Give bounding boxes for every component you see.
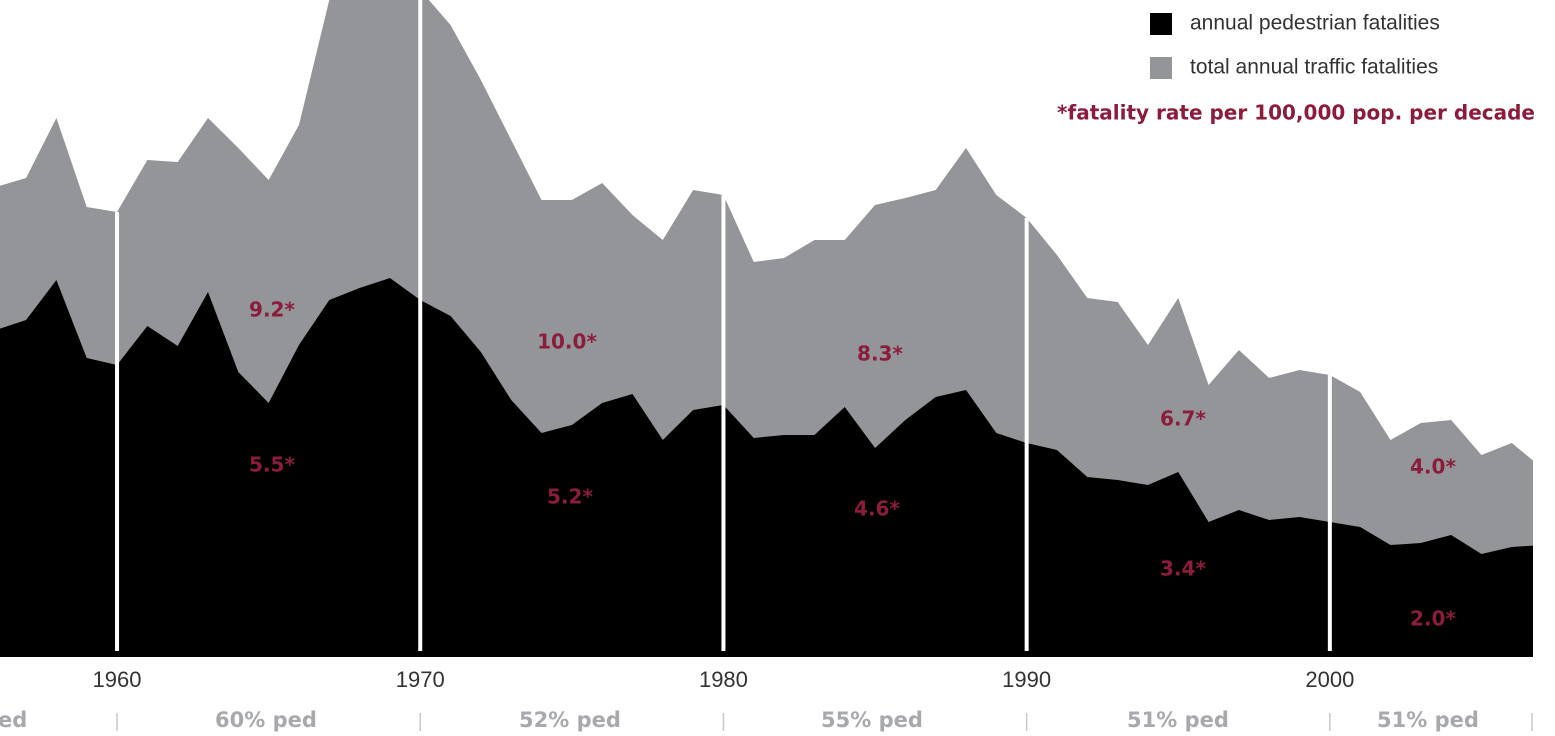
area (0, 278, 1533, 657)
x-tick-label: 2000 (1305, 667, 1354, 692)
rate-annotation: 2.0* (1410, 607, 1456, 631)
legend-label: total annual traffic fatalities (1190, 56, 1438, 79)
decade-label: 51% ped (1377, 708, 1479, 732)
rate-annotation: 6.7* (1160, 407, 1206, 431)
x-tick-label: 1980 (699, 667, 748, 692)
x-tick-label: 1970 (396, 667, 445, 692)
footnote: *fatality rate per 100,000 pop. per deca… (1057, 101, 1535, 125)
decade-label: 60% ped (215, 708, 317, 732)
rate-annotation: 10.0* (537, 330, 597, 354)
rate-annotation: 5.5* (249, 453, 295, 477)
rate-annotation: 8.3* (857, 342, 903, 366)
decade-label: 55% ped (821, 708, 923, 732)
decade-label: ed (0, 708, 27, 732)
x-tick-label: 1960 (93, 667, 142, 692)
decade-label: 52% ped (519, 708, 621, 732)
plot-area (0, 0, 1533, 657)
rate-annotation: 9.2* (249, 298, 295, 322)
rate-annotation: 5.2* (547, 485, 593, 509)
rate-annotation: 4.6* (854, 497, 900, 521)
rate-annotation: 4.0* (1410, 455, 1456, 479)
rate-annotation: 3.4* (1160, 557, 1206, 581)
decade-label: 51% ped (1127, 708, 1229, 732)
x-tick-label: 1990 (1002, 667, 1051, 692)
legend-label: annual pedestrian fatalities (1190, 12, 1440, 35)
legend-swatch (1150, 57, 1172, 79)
legend-swatch (1150, 13, 1172, 35)
